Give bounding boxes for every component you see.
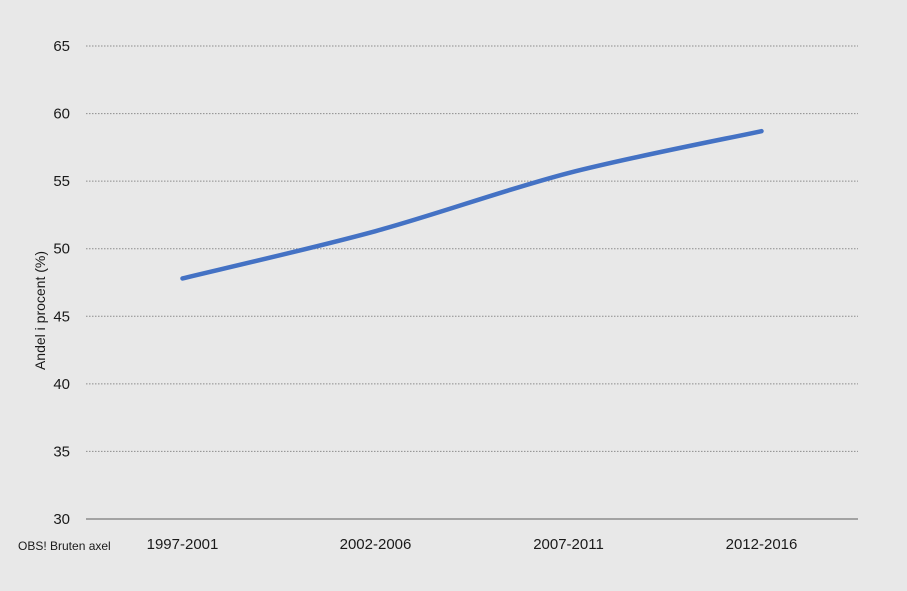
y-tick-label: 40 (53, 376, 70, 393)
y-tick-label: 45 (53, 308, 70, 325)
x-tick-label: 1997-2001 (147, 536, 219, 553)
y-axis-title: Andel i procent (%) (32, 251, 48, 370)
x-axis-tick-labels: 1997-2001 2002-2006 2007-2011 2012-2016 (147, 536, 798, 553)
x-tick-label: 2002-2006 (340, 536, 412, 553)
x-tick-label: 2007-2011 (533, 536, 604, 553)
y-tick-label: 35 (53, 443, 70, 460)
series-line (180, 128, 764, 281)
broken-axis-note: OBS! Bruten axel (18, 539, 111, 553)
y-axis-tick-labels: 30 35 40 45 50 55 60 65 (53, 38, 70, 528)
y-tick-label: 50 (53, 241, 70, 258)
x-tick-label: 2012-2016 (726, 536, 798, 553)
y-tick-label: 65 (53, 38, 70, 55)
gridlines (86, 45, 858, 452)
series-layer (180, 128, 764, 281)
y-tick-label: 60 (53, 106, 70, 123)
y-tick-label: 30 (53, 511, 70, 528)
y-tick-label: 55 (53, 173, 70, 190)
